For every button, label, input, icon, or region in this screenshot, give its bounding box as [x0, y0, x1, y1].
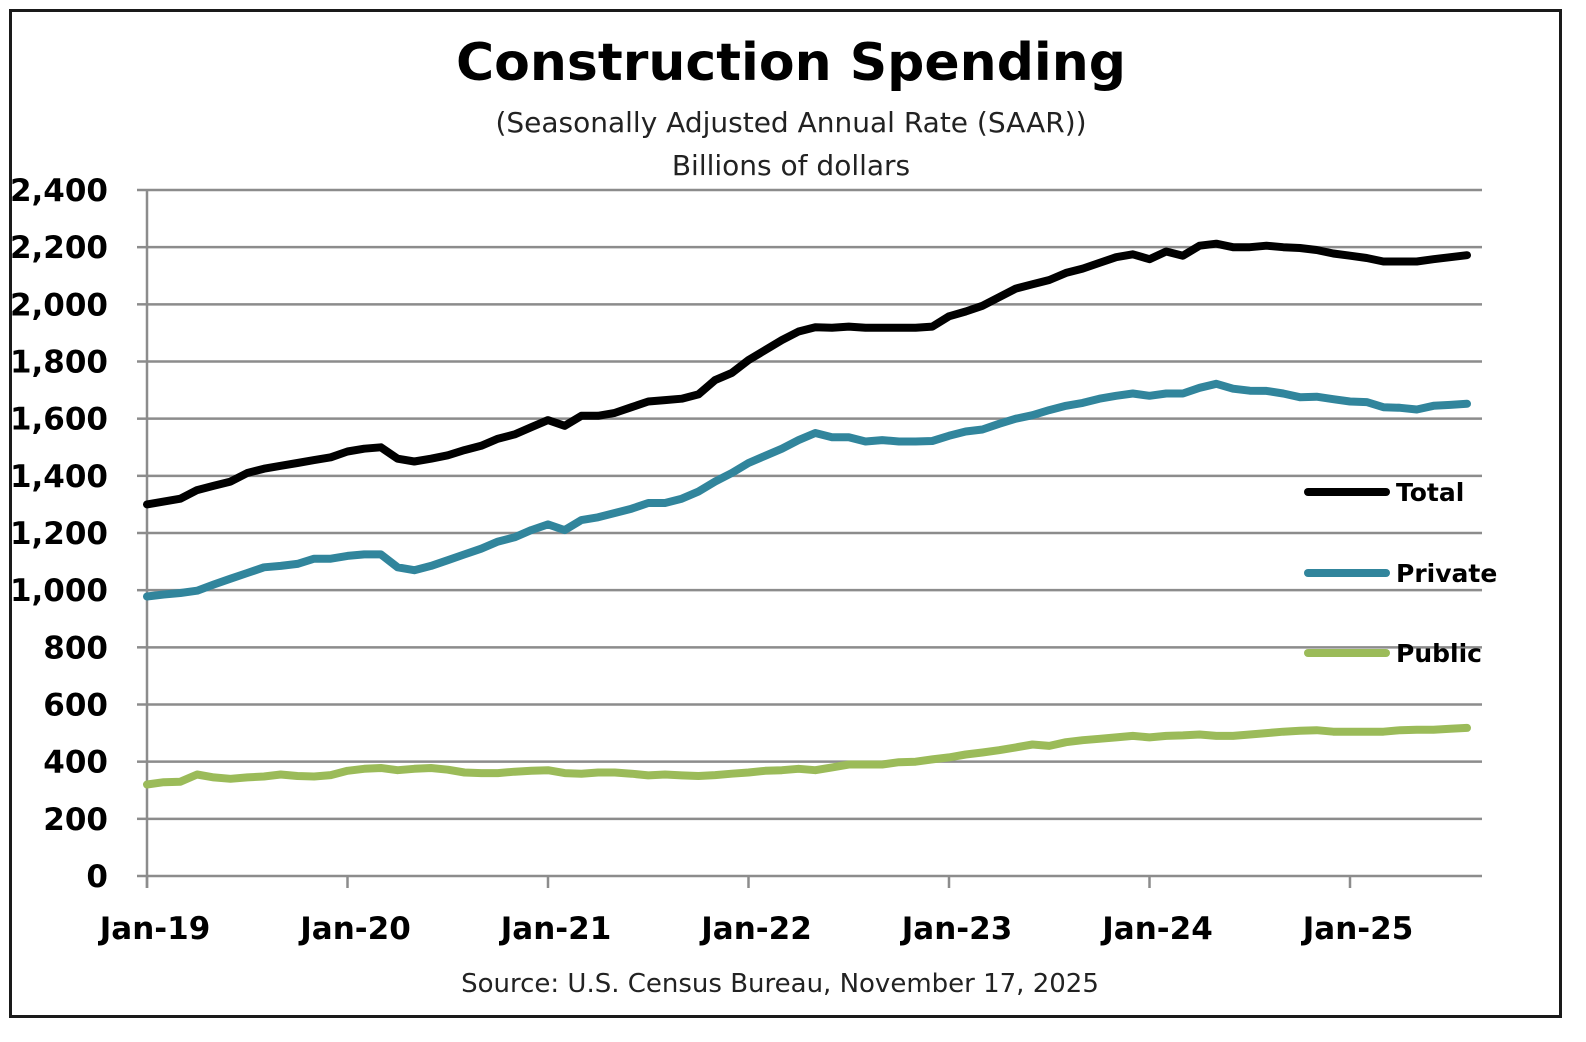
series-line-private: [143, 379, 1471, 601]
series-line-total: [143, 239, 1471, 509]
y-tick-label: 1,800: [10, 345, 108, 381]
y-tick-label: 0: [86, 859, 108, 895]
y-tick-label: 600: [43, 688, 108, 724]
chart-title: Construction Spending: [456, 33, 1126, 93]
legend-label-public: Public: [1396, 639, 1482, 668]
x-tick-label: Jan-21: [499, 911, 612, 947]
y-tick-label: 400: [43, 745, 108, 781]
y-tick-label: 200: [43, 802, 108, 838]
y-axis-ticks: 0 200 400 600 800 1,000 1,200 1,400 1,600 1,800 2,…: [10, 173, 147, 895]
x-tick-label: Jan-24: [1100, 911, 1213, 947]
series-line-public: [143, 723, 1471, 789]
y-tick-label: 1,200: [10, 516, 108, 552]
legend: Total Private Public: [1304, 478, 1497, 668]
gridlines: [147, 188, 1482, 821]
y-tick-label: 1,000: [10, 573, 108, 609]
y-tick-label: 2,200: [10, 230, 108, 266]
chart-frame: [9, 9, 1562, 1018]
y-tick-label: 2,000: [10, 287, 108, 323]
x-axis: Jan-19 Jan-20 Jan-21 Jan-22 Jan-23 Jan-24 Jan-…: [98, 190, 1482, 947]
x-tick-label: Jan-22: [699, 911, 812, 947]
x-tick-label: Jan-20: [298, 911, 411, 947]
x-tick-label: Jan-25: [1301, 911, 1414, 947]
y-tick-label: 800: [43, 630, 108, 666]
x-tick-label: Jan-19: [98, 911, 211, 947]
source-note: Source: U.S. Census Bureau, November 17,…: [461, 969, 1099, 999]
legend-label-private: Private: [1396, 559, 1497, 588]
unit-label: Billions of dollars: [672, 149, 910, 182]
x-tick-label: Jan-23: [900, 911, 1013, 947]
chart-subtitle: (Seasonally Adjusted Annual Rate (SAAR)): [495, 106, 1086, 139]
legend-label-total: Total: [1396, 478, 1464, 507]
series-lines: [143, 239, 1471, 789]
y-tick-label: 1,400: [10, 459, 108, 495]
y-tick-label: 1,600: [10, 402, 108, 438]
y-tick-label: 2,400: [10, 173, 108, 209]
